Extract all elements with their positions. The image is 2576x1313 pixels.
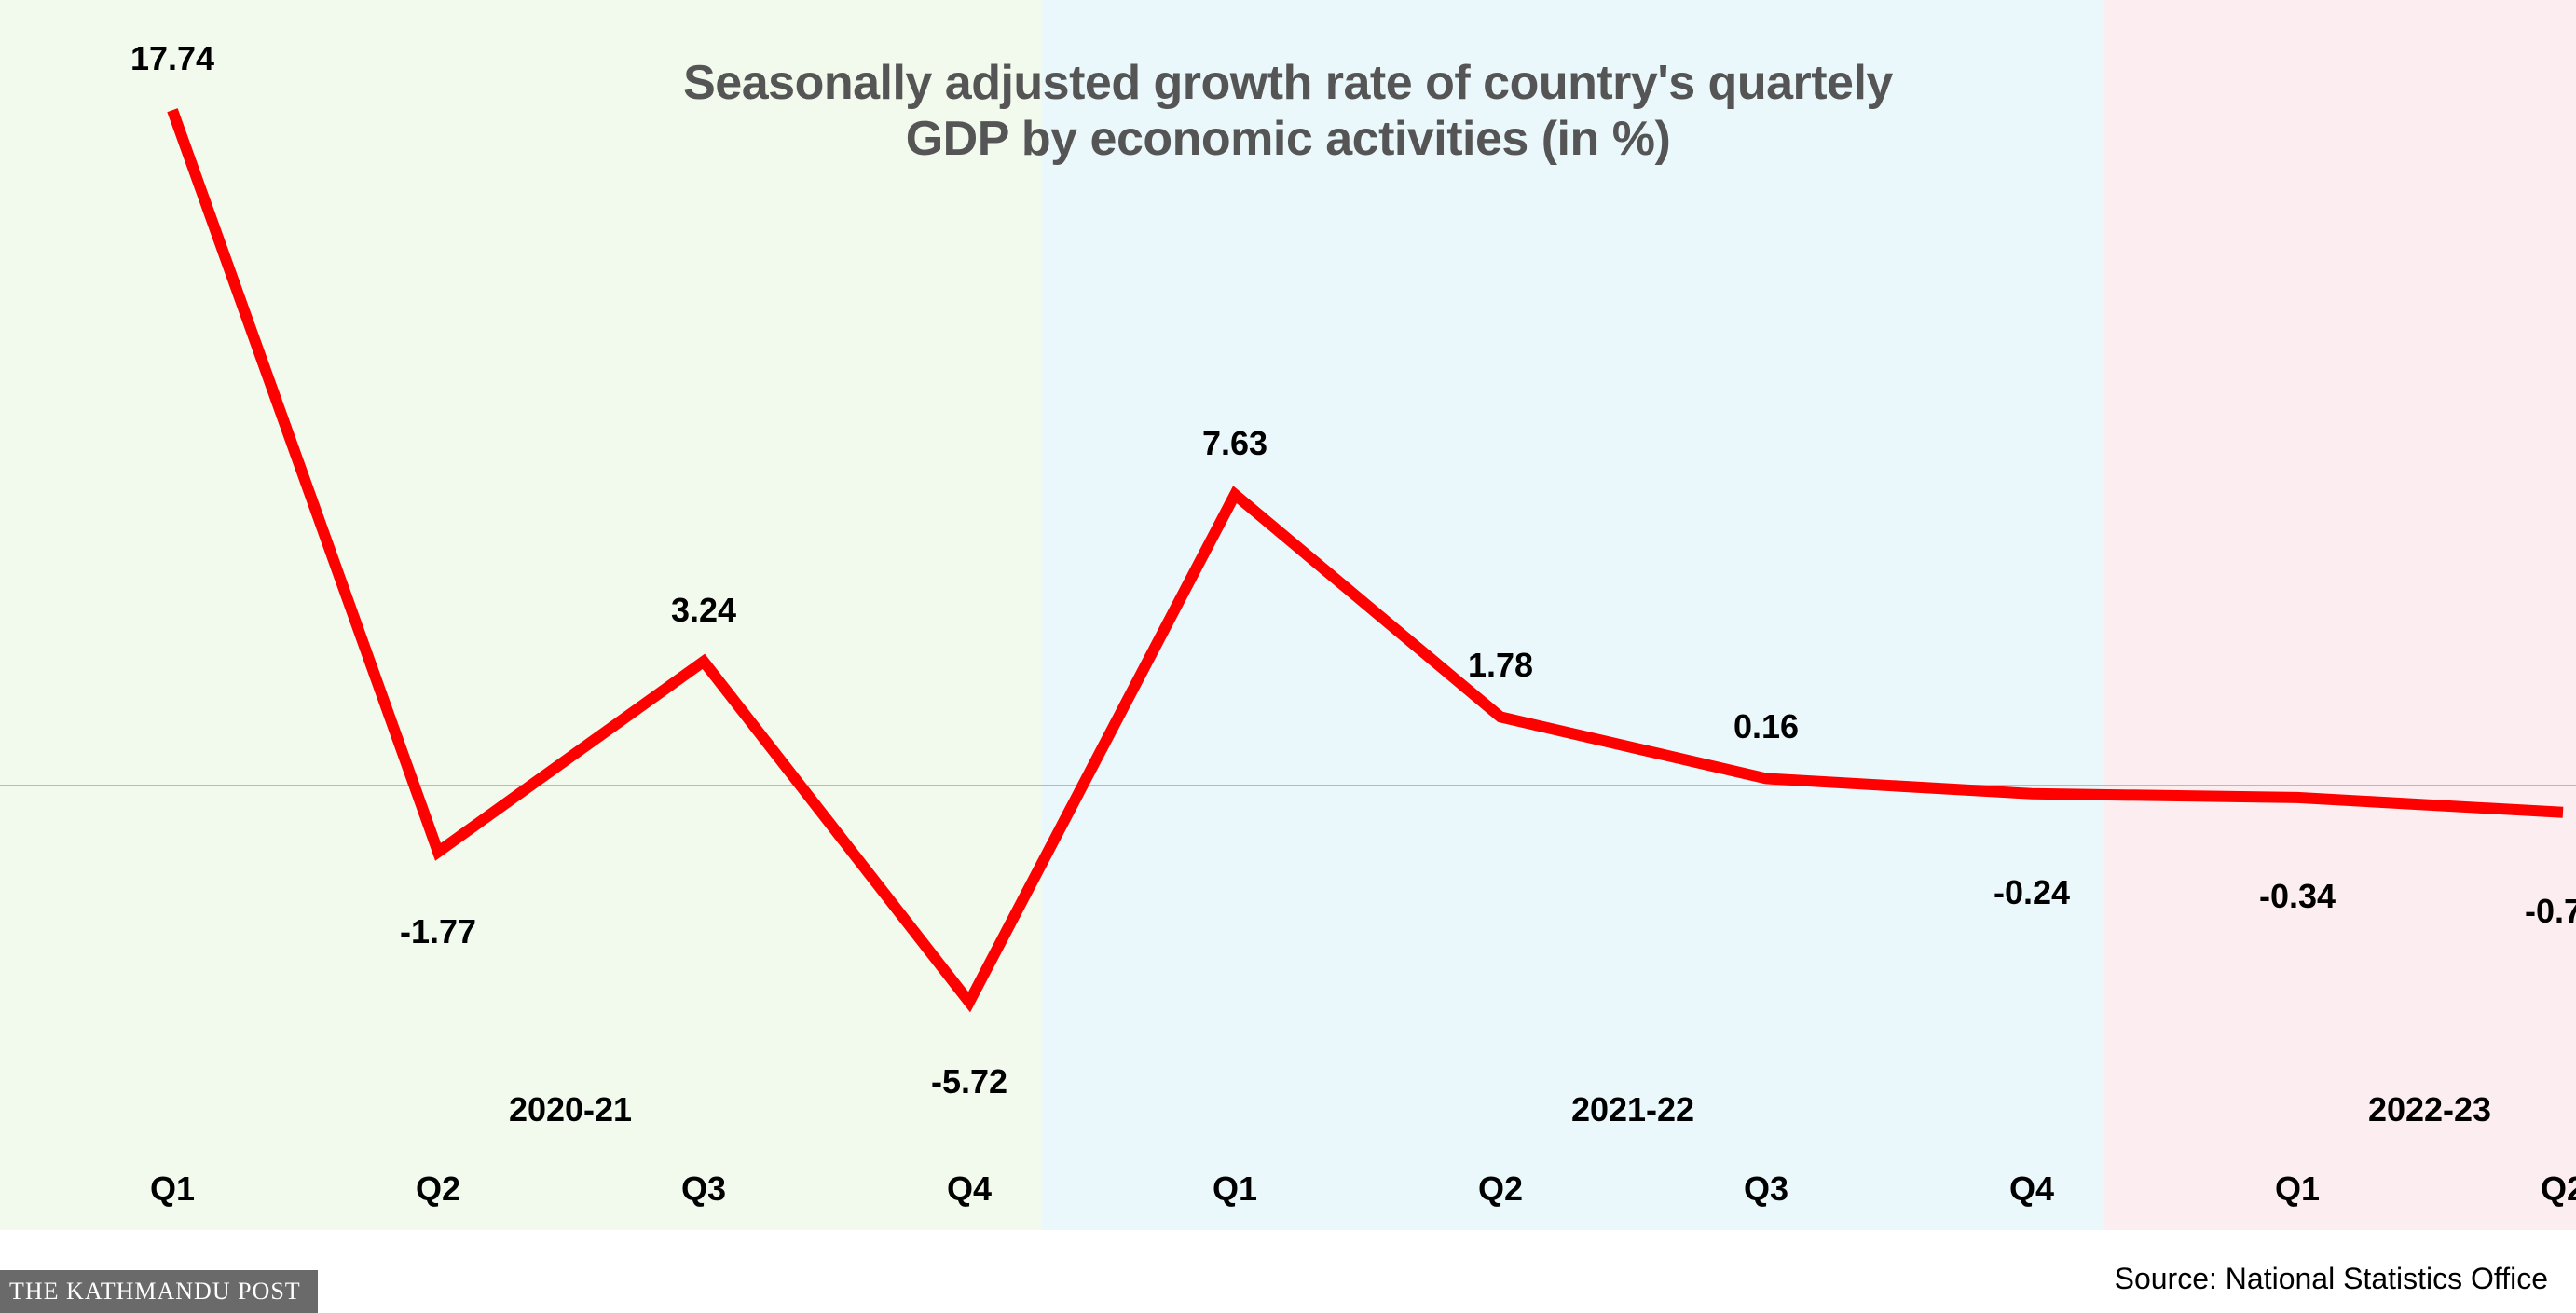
x-tick-label: Q4 — [947, 1169, 992, 1209]
data-point-label: -1.77 — [400, 912, 476, 951]
chart-title: Seasonally adjusted growth rate of count… — [0, 56, 2576, 168]
x-tick-label: Q3 — [681, 1169, 726, 1209]
gdp-growth-chart: Seasonally adjusted growth rate of count… — [0, 0, 2576, 1313]
bg-band-2021-22 — [1042, 0, 2104, 1230]
x-tick-label: Q1 — [2275, 1169, 2320, 1209]
data-point-label: 3.24 — [671, 591, 736, 630]
data-point-label: 1.78 — [1468, 646, 1533, 685]
year-group-label: 2022-23 — [2368, 1090, 2491, 1129]
source-attribution: Source: National Statistics Office — [2115, 1262, 2548, 1296]
x-tick-label: Q4 — [2009, 1169, 2054, 1209]
bg-band-2020-21 — [0, 0, 1042, 1230]
bg-band-2022-23 — [2104, 0, 2576, 1230]
data-point-label: -0.34 — [2259, 877, 2336, 916]
x-tick-label: Q3 — [1744, 1169, 1788, 1209]
x-tick-label: Q2 — [2541, 1169, 2576, 1209]
x-tick-label: Q2 — [416, 1169, 460, 1209]
data-point-label: 7.63 — [1202, 424, 1267, 463]
data-point-label: 0.16 — [1733, 707, 1799, 746]
data-point-label: -5.72 — [931, 1062, 1007, 1101]
publisher-badge: THE KATHMANDU POST — [0, 1270, 318, 1313]
year-group-label: 2020-21 — [509, 1090, 632, 1129]
x-tick-label: Q1 — [150, 1169, 195, 1209]
zero-axis-line — [0, 785, 2576, 786]
year-group-label: 2021-22 — [1571, 1090, 1694, 1129]
data-point-label: 17.74 — [130, 39, 214, 78]
x-tick-label: Q1 — [1213, 1169, 1257, 1209]
data-point-label: -0.73 — [2525, 892, 2576, 931]
x-tick-label: Q2 — [1478, 1169, 1523, 1209]
data-point-label: -0.24 — [1994, 873, 2070, 912]
